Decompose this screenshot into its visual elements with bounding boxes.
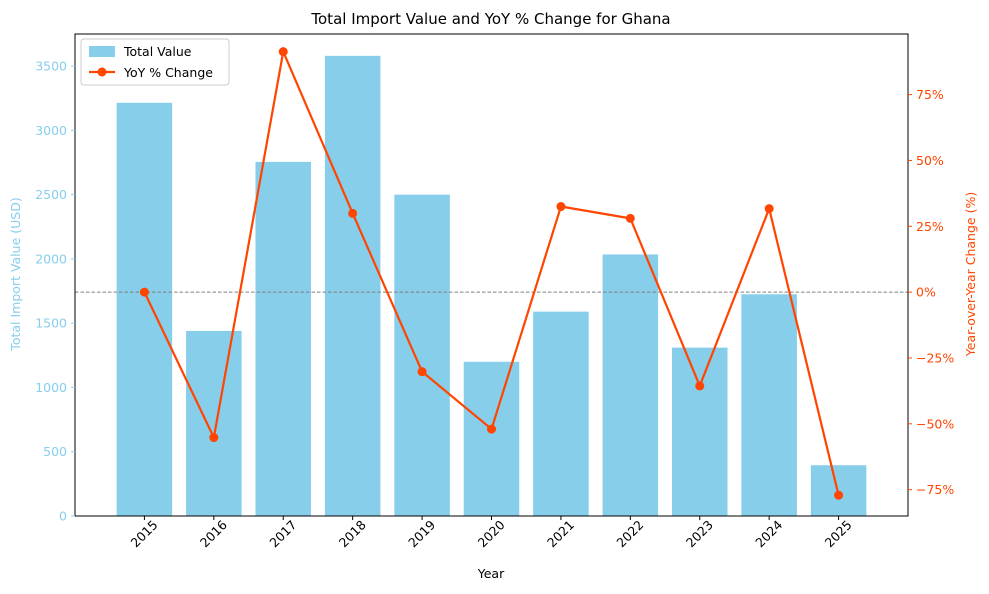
x-axis-label: Year [477, 566, 505, 581]
chart-title: Total Import Value and YoY % Change for … [310, 10, 670, 28]
x-tick-label: 2020 [475, 517, 508, 550]
bar-2019 [394, 194, 450, 517]
yoy-point-2023 [695, 381, 705, 391]
yoy-point-2025 [834, 490, 844, 500]
legend-label-bar: Total Value [123, 44, 192, 59]
y-tick-label: 3000 [35, 123, 67, 138]
plot-area: 0 500 1000 1500 2000 2500 3000 3500 −75% −50% −25%… [35, 33, 954, 550]
yoy-point-2016 [209, 433, 219, 443]
x-tick-label: 2023 [683, 517, 716, 550]
y2-tick-label: 50% [916, 153, 944, 168]
bar-2020 [463, 361, 520, 516]
y2-axis-label: Year-over-Year Change (%) [963, 192, 978, 357]
legend-label-line: YoY % Change [123, 65, 213, 80]
x-tick-label: 2018 [336, 517, 369, 550]
x-tick-label: 2016 [197, 517, 230, 550]
y2-tick-label: 0% [916, 285, 936, 300]
y-tick-label: 0 [59, 509, 67, 524]
yoy-point-2018 [348, 208, 358, 218]
yoy-point-2021 [556, 202, 566, 212]
bar-2018 [324, 55, 381, 516]
y-tick-label: 2000 [35, 251, 67, 266]
x-tick-label: 2022 [613, 517, 646, 550]
y-tick-label: 500 [43, 444, 67, 459]
bar-2021 [533, 311, 589, 516]
y2-tick-label: 75% [916, 87, 944, 102]
yoy-point-2024 [764, 204, 774, 214]
legend: Total Value YoY % Change [80, 38, 230, 86]
bar-2015 [116, 102, 173, 517]
y-tick-label: 2500 [35, 187, 67, 202]
y-axis-label: Total Import Value (USD) [8, 197, 23, 351]
x-tick-label: 2025 [822, 517, 855, 550]
x-tick-label: 2017 [266, 517, 299, 550]
x-tick-label: 2019 [405, 517, 438, 550]
y2-tick-label: −75% [916, 482, 954, 497]
bar-2016 [186, 330, 242, 516]
bar-2022 [602, 254, 659, 516]
x-tick-label: 2024 [752, 517, 785, 550]
y-tick-label: 3500 [35, 59, 67, 74]
yoy-point-2022 [625, 213, 635, 223]
y-tick-label: 1500 [35, 316, 67, 331]
y2-tick-label: 25% [916, 219, 944, 234]
y2-tick-label: −25% [916, 350, 954, 365]
y2-tick-label: −50% [916, 416, 954, 431]
x-tick-label: 2015 [128, 517, 161, 550]
bar-2024 [741, 294, 797, 516]
x-tick-label: 2021 [544, 517, 577, 550]
bar-2017 [255, 161, 312, 516]
yoy-point-2017 [278, 47, 288, 57]
yoy-point-2019 [417, 367, 427, 377]
bar-2023 [671, 347, 728, 516]
legend-swatch-marker [97, 67, 107, 77]
legend-swatch-bar [89, 46, 115, 57]
yoy-point-2020 [487, 424, 496, 434]
yoy-point-2015 [139, 287, 149, 297]
legend-box [80, 38, 230, 86]
y-tick-label: 1000 [35, 380, 67, 395]
